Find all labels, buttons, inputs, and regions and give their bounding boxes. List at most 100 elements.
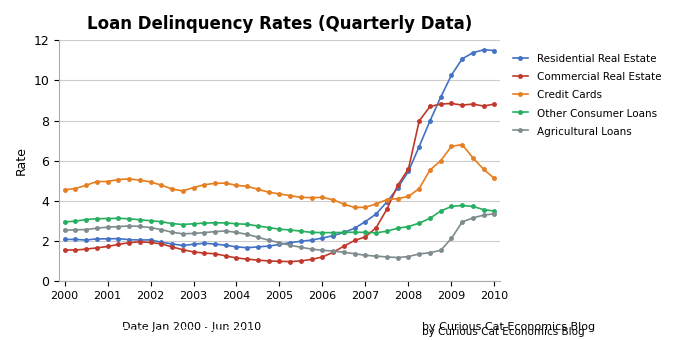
Other Consumer Loans <box>275 227 284 231</box>
Agricultural Loans <box>286 243 294 247</box>
Residential Real Estate <box>179 243 187 248</box>
Agricultural Loans <box>447 236 456 240</box>
Line: Agricultural Loans: Agricultural Loans <box>63 212 496 259</box>
Commercial Real Estate <box>329 250 337 254</box>
Credit Cards <box>211 181 219 185</box>
Line: Residential Real Estate: Residential Real Estate <box>63 48 496 250</box>
Credit Cards <box>136 178 144 182</box>
Other Consumer Loans <box>157 220 165 224</box>
Text: by Curious Cat Economics Blog: by Curious Cat Economics Blog <box>422 327 584 337</box>
Text: by Curious Cat Economics Blog: by Curious Cat Economics Blog <box>422 322 595 332</box>
Credit Cards <box>479 167 488 171</box>
Commercial Real Estate <box>254 258 262 262</box>
Agricultural Loans <box>71 228 80 232</box>
Credit Cards <box>125 177 133 181</box>
Residential Real Estate <box>233 245 241 249</box>
Residential Real Estate <box>437 95 445 99</box>
Agricultural Loans <box>136 224 144 228</box>
Line: Credit Cards: Credit Cards <box>63 143 496 209</box>
Agricultural Loans <box>479 213 488 217</box>
Title: Loan Delinquency Rates (Quarterly Data): Loan Delinquency Rates (Quarterly Data) <box>87 15 472 33</box>
Credit Cards <box>394 197 402 201</box>
Credit Cards <box>286 193 294 198</box>
Residential Real Estate <box>125 238 133 242</box>
Commercial Real Estate <box>114 242 122 246</box>
Credit Cards <box>265 190 273 194</box>
Other Consumer Loans <box>329 231 337 235</box>
Agricultural Loans <box>146 225 154 230</box>
Agricultural Loans <box>222 229 230 233</box>
Agricultural Loans <box>361 253 369 257</box>
Agricultural Loans <box>437 248 445 252</box>
Commercial Real Estate <box>233 256 241 260</box>
Commercial Real Estate <box>458 103 466 107</box>
Agricultural Loans <box>114 224 122 228</box>
Commercial Real Estate <box>222 254 230 258</box>
Residential Real Estate <box>92 237 101 241</box>
Commercial Real Estate <box>243 257 252 261</box>
Residential Real Estate <box>103 237 112 241</box>
Text: Date Jan 2000 - Jun 2010: Date Jan 2000 - Jun 2010 <box>122 322 262 332</box>
Other Consumer Loans <box>222 221 230 225</box>
Residential Real Estate <box>479 48 488 52</box>
Other Consumer Loans <box>92 217 101 221</box>
Other Consumer Loans <box>265 225 273 230</box>
Residential Real Estate <box>447 73 456 77</box>
Credit Cards <box>275 192 284 196</box>
Commercial Real Estate <box>372 225 380 230</box>
Commercial Real Estate <box>275 259 284 264</box>
Agricultural Loans <box>211 230 219 234</box>
Residential Real Estate <box>222 243 230 247</box>
Other Consumer Loans <box>437 209 445 213</box>
Credit Cards <box>458 143 466 147</box>
Residential Real Estate <box>254 245 262 249</box>
Commercial Real Estate <box>447 101 456 105</box>
Credit Cards <box>190 186 198 190</box>
Credit Cards <box>61 188 69 192</box>
Commercial Real Estate <box>190 250 198 254</box>
Other Consumer Loans <box>136 218 144 222</box>
Other Consumer Loans <box>254 224 262 228</box>
Credit Cards <box>222 181 230 185</box>
Credit Cards <box>200 183 208 187</box>
Credit Cards <box>329 198 337 202</box>
Other Consumer Loans <box>490 209 498 213</box>
Other Consumer Loans <box>200 221 208 225</box>
Commercial Real Estate <box>490 102 498 106</box>
Other Consumer Loans <box>297 229 305 233</box>
Credit Cards <box>243 184 252 188</box>
Residential Real Estate <box>71 237 80 241</box>
Residential Real Estate <box>307 238 316 242</box>
Residential Real Estate <box>458 57 466 61</box>
Credit Cards <box>340 202 348 206</box>
Other Consumer Loans <box>383 229 391 233</box>
Other Consumer Loans <box>318 231 326 235</box>
Other Consumer Loans <box>71 219 80 223</box>
Credit Cards <box>157 183 165 187</box>
Residential Real Estate <box>146 238 154 242</box>
Residential Real Estate <box>243 245 252 250</box>
Residential Real Estate <box>168 242 176 246</box>
Agricultural Loans <box>200 231 208 235</box>
Commercial Real Estate <box>211 252 219 256</box>
Commercial Real Estate <box>125 241 133 245</box>
Residential Real Estate <box>490 49 498 53</box>
Credit Cards <box>179 189 187 193</box>
Other Consumer Loans <box>447 204 456 208</box>
Residential Real Estate <box>415 144 423 149</box>
Agricultural Loans <box>190 231 198 235</box>
Commercial Real Estate <box>200 251 208 255</box>
Agricultural Loans <box>415 252 423 256</box>
Residential Real Estate <box>318 236 326 240</box>
Other Consumer Loans <box>168 221 176 225</box>
Residential Real Estate <box>394 186 402 190</box>
Other Consumer Loans <box>351 230 359 234</box>
Commercial Real Estate <box>479 104 488 108</box>
Credit Cards <box>103 180 112 184</box>
Other Consumer Loans <box>61 220 69 224</box>
Commercial Real Estate <box>405 167 413 171</box>
Agricultural Loans <box>243 232 252 236</box>
Commercial Real Estate <box>168 245 176 249</box>
Credit Cards <box>415 187 423 191</box>
Other Consumer Loans <box>114 216 122 220</box>
